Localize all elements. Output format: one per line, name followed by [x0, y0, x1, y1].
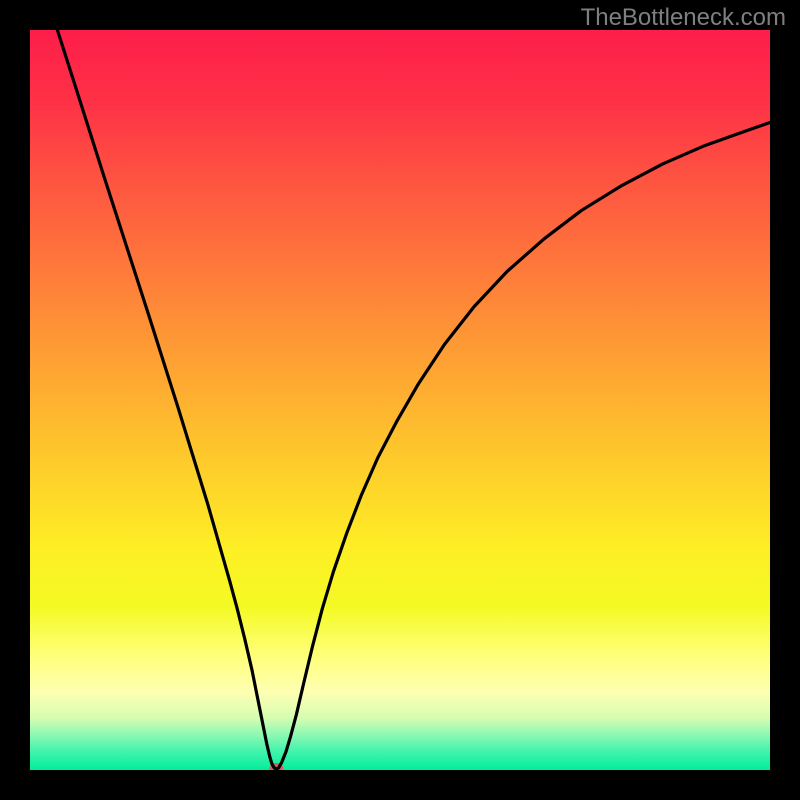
frame-border	[0, 770, 800, 800]
frame-border	[0, 0, 30, 800]
frame-border	[770, 0, 800, 800]
bottleneck-chart	[0, 0, 800, 800]
attribution-text: TheBottleneck.com	[581, 4, 786, 32]
chart-container: TheBottleneck.com	[0, 0, 800, 800]
plot-background	[30, 30, 770, 770]
